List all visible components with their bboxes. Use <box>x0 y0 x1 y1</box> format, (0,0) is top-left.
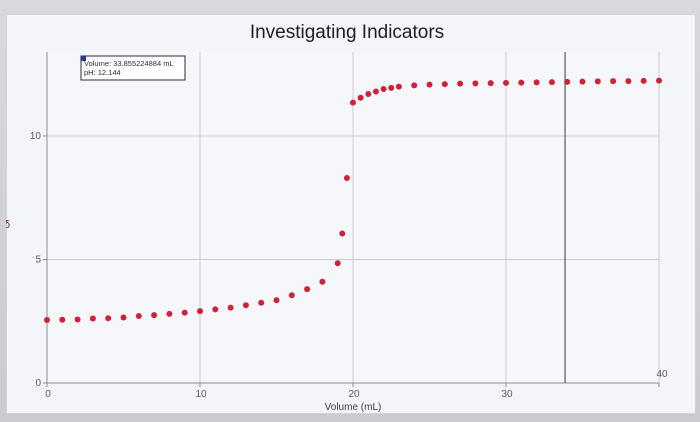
data-point <box>212 306 219 313</box>
readout-volume: Volume: 33.855224884 mL <box>84 59 174 68</box>
data-point <box>343 174 350 181</box>
data-point <box>656 77 662 84</box>
data-point <box>350 99 356 106</box>
data-point <box>610 78 617 85</box>
y-tick-label: 0 <box>35 378 41 389</box>
x-axis-title: Volume (mL) <box>325 402 382 413</box>
data-point <box>319 278 326 285</box>
data-point <box>625 78 632 85</box>
data-point <box>120 314 127 321</box>
data-point <box>135 313 142 320</box>
data-point <box>533 79 540 86</box>
data-point <box>334 260 341 267</box>
data-point <box>166 310 173 317</box>
titration-chart: 0 5 10 0 10 20 30 40 Investigating Indicators V… <box>6 22 668 413</box>
data-point <box>227 304 234 311</box>
grid <box>47 52 660 383</box>
data-point <box>181 309 188 316</box>
data-point <box>640 77 647 84</box>
data-point <box>59 316 66 323</box>
data-point <box>579 78 586 85</box>
data-point <box>548 79 555 86</box>
data-point <box>74 316 81 323</box>
data-point <box>411 82 418 89</box>
data-point <box>197 308 203 315</box>
graph-window: 0 5 10 0 10 20 30 40 Investigating Indicators V… <box>6 14 696 414</box>
data-point <box>594 78 601 85</box>
y-tick-label: 5 <box>35 254 41 265</box>
x-tick-label: 20 <box>348 389 360 400</box>
data-point <box>426 81 433 88</box>
data-point <box>357 94 364 101</box>
readout-box[interactable]: Volume: 33.855224884 mL pH: 12.144 <box>80 55 186 81</box>
chart-title: Investigating Indicators <box>250 22 444 43</box>
tick-labels: 0 5 10 0 10 20 30 40 <box>30 131 668 400</box>
data-point <box>472 80 479 87</box>
x-tick-label: 40 <box>656 369 668 380</box>
data-point <box>487 80 494 87</box>
x-tick-label: 0 <box>45 389 51 400</box>
data-point <box>339 230 346 237</box>
y-tick-label: 10 <box>30 131 42 142</box>
data-point <box>273 297 280 304</box>
data-point <box>388 84 395 91</box>
x-tick-label: 30 <box>501 389 513 400</box>
data-points <box>44 77 662 324</box>
data-point <box>242 302 249 309</box>
data-point <box>151 312 158 319</box>
data-point <box>44 317 50 324</box>
data-point <box>518 79 525 86</box>
data-point <box>395 83 402 90</box>
data-point <box>89 315 96 322</box>
data-point <box>365 90 372 97</box>
data-point <box>564 78 571 85</box>
x-tick-label: 10 <box>195 389 207 400</box>
data-point <box>441 81 448 88</box>
data-point <box>105 315 112 322</box>
readout-ph: pH: 12.144 <box>84 68 121 77</box>
data-point <box>372 88 379 95</box>
data-point <box>380 86 387 93</box>
data-point <box>258 299 265 306</box>
data-point <box>503 79 509 86</box>
side-glyph: δ <box>6 219 10 231</box>
data-point <box>288 292 295 299</box>
data-point <box>457 80 464 87</box>
data-point <box>304 286 311 293</box>
